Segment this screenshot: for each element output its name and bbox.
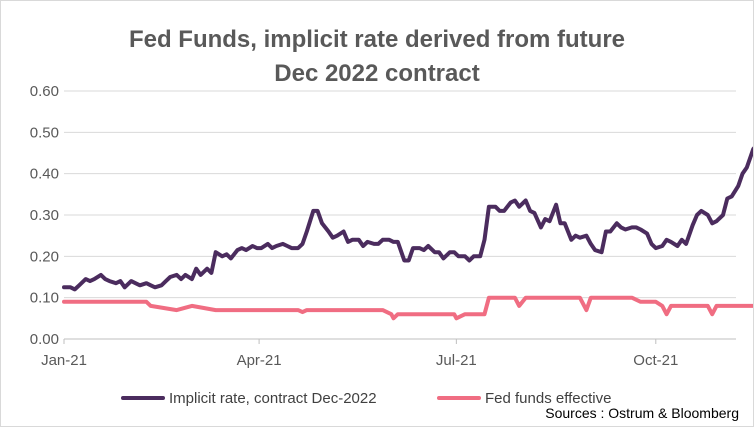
x-tick-label: Jan-21 bbox=[41, 352, 87, 369]
x-tick-label: Oct-21 bbox=[633, 352, 678, 369]
chart-title-line-2: Dec 2022 contract bbox=[274, 60, 479, 87]
chart-title-line-1: Fed Funds, implicit rate derived from fu… bbox=[129, 26, 625, 53]
legend-label: Implicit rate, contract Dec-2022 bbox=[169, 390, 377, 407]
x-tick-label: Apr-21 bbox=[237, 352, 282, 369]
series-lines bbox=[62, 146, 753, 321]
y-tick-label: 0.10 bbox=[30, 290, 59, 307]
y-tick-label: 0.00 bbox=[30, 331, 59, 348]
x-tick-label: Jul-21 bbox=[436, 352, 477, 369]
legend: Implicit rate, contract Dec-2022 Fed fund… bbox=[121, 390, 611, 407]
series-line-implicit-rate-contract-dec-2022 bbox=[62, 146, 753, 292]
y-tick-label: 0.50 bbox=[30, 124, 59, 141]
gridlines bbox=[64, 90, 736, 299]
y-axis-ticks: 0.00 0.10 0.20 0.30 0.40 0.50 0.60 bbox=[30, 83, 59, 348]
x-axis-ticks: Jan-21 Apr-21 Jul-21 Oct-21 bbox=[41, 339, 678, 369]
y-tick-label: 0.40 bbox=[30, 166, 59, 183]
source-note: Sources : Ostrum & Bloomberg bbox=[545, 405, 739, 421]
series-line-fed-funds-effective bbox=[62, 295, 753, 321]
y-tick-label: 0.20 bbox=[30, 248, 59, 265]
y-tick-label: 0.30 bbox=[30, 207, 59, 224]
y-tick-label: 0.60 bbox=[30, 83, 59, 100]
legend-label: Fed funds effective bbox=[485, 390, 611, 407]
